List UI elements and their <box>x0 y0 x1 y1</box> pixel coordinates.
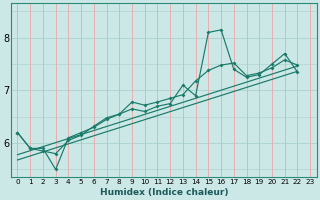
X-axis label: Humidex (Indice chaleur): Humidex (Indice chaleur) <box>100 188 228 197</box>
